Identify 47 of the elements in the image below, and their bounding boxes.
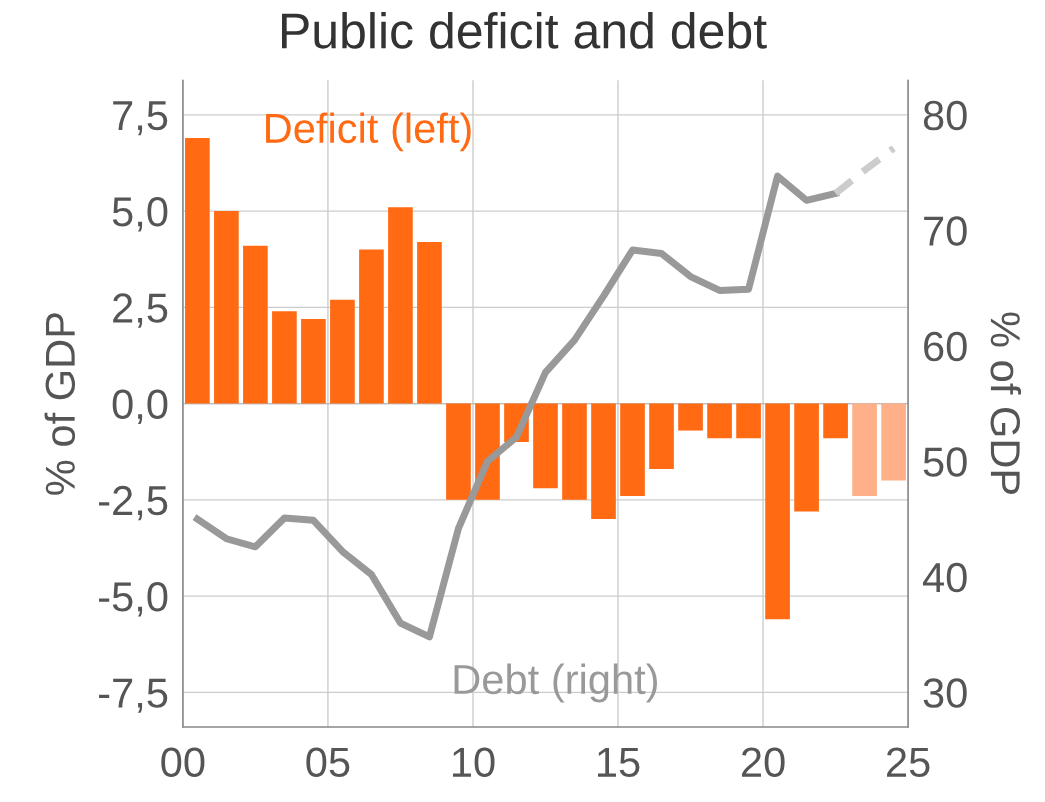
bar [591,403,616,520]
bar [794,403,819,512]
bar [881,403,906,481]
bar [359,249,384,404]
y2-tick-label: 40 [922,562,967,593]
bar [823,403,848,439]
bar [388,207,413,404]
bar [620,403,645,497]
y-tick-label: 0,0 [112,389,168,425]
y2-tick-label: 50 [923,447,967,477]
bar [214,211,239,404]
y2-tick-label: 60 [924,331,967,362]
bar [736,403,761,439]
y-tick-label: -2,5 [99,485,168,521]
x-tick-label: 00 [161,747,205,778]
x-tick-label: 25 [887,747,930,778]
bar [649,403,674,470]
y2-tick-label: 80 [923,100,967,131]
y-tick-label: 7,5 [113,101,168,136]
bar [852,403,877,497]
bar [417,241,442,404]
x-tick-label: 10 [452,747,495,778]
y-tick-label: 5,0 [112,197,168,232]
x-tick-label: 20 [741,747,785,778]
bar [765,403,790,620]
bar [243,245,268,404]
bar [301,318,326,404]
bar [185,137,210,404]
y2-tick-label: 70 [924,216,967,246]
chart-title: Public deficit and debt [282,12,767,49]
x-tick-label: 15 [598,747,640,778]
series-label: Debt (right) [454,663,658,703]
bar [446,403,471,500]
y-tick-label: -5,0 [99,582,168,617]
bar [562,403,587,500]
bar [707,403,732,439]
y2-axis-title: % of GDP [990,312,1022,495]
bar [272,311,297,404]
y-tick-label: -7,5 [99,678,168,713]
y2-tick-label: 30 [923,678,967,708]
series-label: Deficit (left) [266,112,471,152]
y-tick-label: 2,5 [113,293,168,328]
y-axis-title: % of GDP [44,313,76,495]
bar [678,403,703,431]
x-tick-label: 05 [306,747,350,778]
bar [533,403,558,489]
bar [330,299,355,404]
